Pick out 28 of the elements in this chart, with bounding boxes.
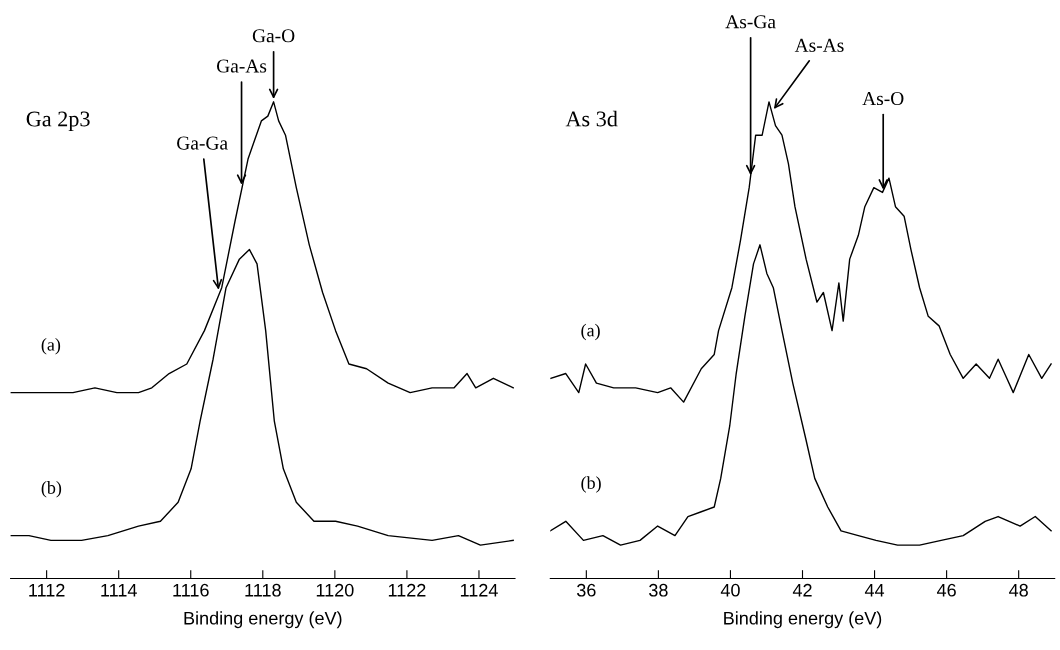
x-axis-title: Binding energy (eV) (184, 611, 342, 629)
x-tick-label: 48 (1009, 583, 1028, 597)
x-tick-label: 1122 (388, 583, 426, 597)
x-tick-label: 1112 (29, 583, 65, 597)
x-tick-label: 1120 (316, 583, 354, 597)
x-tick-label: 1118 (245, 583, 281, 597)
annotation: Ga-O (252, 29, 295, 43)
annotation: As-As (794, 38, 844, 52)
x-tick-label: 42 (792, 583, 812, 597)
chart-title: As 3d (565, 110, 618, 127)
x-tick-label: 36 (576, 583, 596, 597)
x-tick-label: 1124 (460, 583, 498, 597)
annotation: Ga-Ga (177, 136, 228, 150)
text: (b) (41, 481, 62, 498)
x-tick-label: 1114 (101, 584, 137, 597)
x-tick-label: 44 (864, 584, 885, 597)
x-tick-label: 46 (936, 583, 956, 597)
x-tick-label: 1116 (173, 583, 209, 597)
annotation: Ga-As (216, 59, 267, 73)
x-tick-label: 40 (720, 583, 740, 597)
chart-title: Ga 2p3 (26, 111, 90, 131)
series-label: (b) (581, 476, 601, 493)
text: (a) (41, 338, 61, 355)
x-axis-title: Binding energy (eV) (724, 611, 882, 629)
series-label: (a) (581, 323, 600, 341)
x-tick-label: 38 (649, 583, 668, 597)
annotation: As-Ga (725, 15, 776, 29)
annotation: As-O (862, 92, 904, 106)
